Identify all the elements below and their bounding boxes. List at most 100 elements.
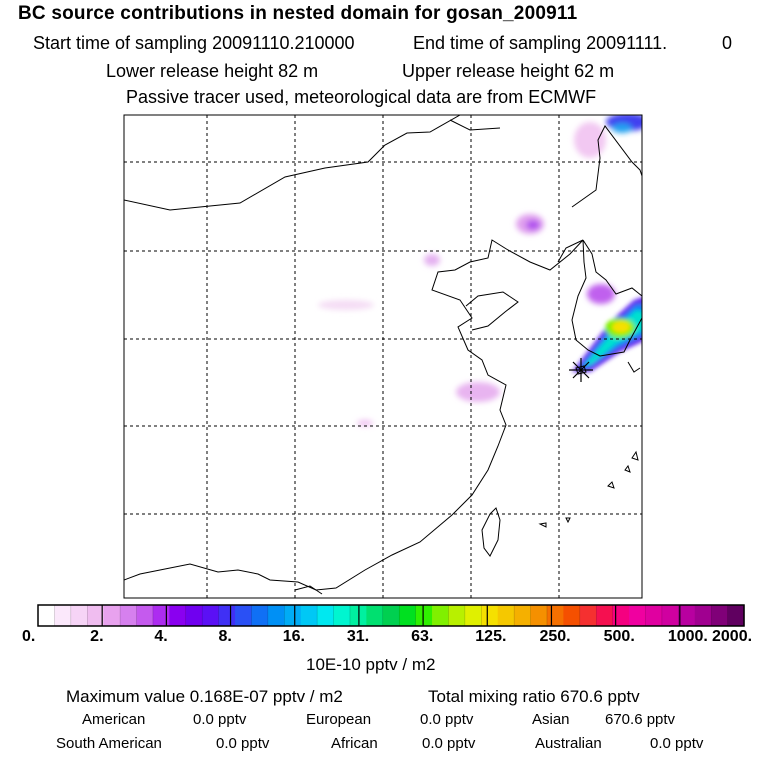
colorbar-segment [136,605,154,626]
plot-title: BC source contributions in nested domain… [18,3,578,24]
plume-gosan-yellow [612,321,630,333]
colorbar-segment [202,605,220,626]
colorbar-tick-label: 125. [475,628,507,645]
colorbar-segment [448,605,466,626]
colorbar-segment [218,605,236,626]
border-mongolia [124,115,461,211]
plume-inland [318,300,374,310]
plume-nk [587,284,615,304]
colorbar-segment [235,605,253,626]
border-korea-china [557,239,584,263]
colorbar-segment [415,605,433,626]
colorbar-segment [120,605,138,626]
colorbar-segment [267,605,285,626]
colorbar-tick-label: 4. [154,628,168,645]
colorbar-segment [661,605,679,626]
coast-japan-kyushu [627,361,641,373]
release-site-marker [569,358,593,382]
colorbar-segment [727,605,745,626]
colorbar-tick-label: 2. [90,628,104,645]
colorbar-segment [563,605,581,626]
graticule [124,115,642,598]
island-misc [538,517,571,528]
start-time-label: Start time of sampling 20091110.210000 [33,33,355,53]
colorbar-tick-label: 0. [22,628,36,645]
end-time-label: End time of sampling 20091111. [413,33,668,53]
colorbar-units: 10E-10 pptv / m2 [306,655,436,674]
tracer-note: Passive tracer used, meteorological data… [126,87,597,107]
colorbar-segment [38,605,56,626]
colorbar-segment [464,605,482,626]
total-mixing-ratio: Total mixing ratio 670.6 pptv [428,687,640,706]
colorbar-segment [612,605,630,626]
region-australian-name: Australian [535,735,602,752]
colorbar-segment [382,605,400,626]
coast-korea [571,239,642,357]
colorbar-segment [678,605,696,626]
lower-release-label: Lower release height 82 m [106,61,319,81]
colorbar-segment [87,605,105,626]
colorbar-segment [596,605,614,626]
upper-release-label: Upper release height 62 m [402,61,615,81]
coast-north-china [124,239,584,591]
colorbar-tick-label: 1000. [667,628,708,645]
end-time-suffix: 0 [722,33,733,53]
plume-south [357,420,373,426]
colorbar-segment [694,605,712,626]
colorbar-segment [546,605,564,626]
maximum-value: Maximum value 0.168E-07 pptv / m2 [66,687,343,706]
colorbar-tick-label: 16. [282,628,305,645]
region-south-american-value: 0.0 pptv [216,735,270,752]
border-russia [449,119,501,131]
coastlines [124,115,642,595]
border-manchuria [571,125,642,208]
region-american-value: 0.0 pptv [193,711,247,728]
colorbar [38,605,745,626]
coast-hainan [294,585,323,595]
colorbar-tick-label: 63. [411,628,434,645]
colorbar-segment [333,605,351,626]
plume-ne-cyan [612,123,632,133]
colorbar-segment [284,605,302,626]
colorbar-segment [530,605,548,626]
colorbar-frame [37,604,745,627]
region-australian-value: 0.0 pptv [650,735,704,752]
colorbar-segment [711,605,729,626]
islands-ryukyu [607,450,639,489]
colorbar-segment [152,605,170,626]
colorbar-segment [317,605,335,626]
plume-nw-pink [574,122,606,158]
colorbar-segment [579,605,597,626]
colorbar-segment [399,605,417,626]
colorbar-tick-label: 250. [539,628,571,645]
concentration-field [124,115,642,598]
region-african-value: 0.0 pptv [422,735,476,752]
colorbar-segment [300,605,318,626]
colorbar-segment [366,605,384,626]
coast-shandong [465,291,519,331]
plume-korea-core [526,220,540,230]
colorbar-segment [185,605,203,626]
colorbar-segment [70,605,88,626]
region-asian-name: Asian [532,711,570,728]
colorbar-segment [432,605,450,626]
colorbar-tick-label: 2000. [712,628,753,645]
region-european-name: European [306,711,372,728]
colorbar-segment [103,605,121,626]
plume-yangtze [456,382,500,402]
map-frame [123,114,643,599]
region-african-name: African [331,735,378,752]
colorbar-segment [169,605,187,626]
island-taiwan [481,507,501,557]
colorbar-segment [645,605,663,626]
colorbar-segment [481,605,499,626]
colorbar-segment [497,605,515,626]
colorbar-tick-label: 8. [218,628,232,645]
region-european-value: 0.0 pptv [420,711,474,728]
colorbar-segment [629,605,647,626]
colorbar-segment [54,605,72,626]
colorbar-segment [251,605,269,626]
plume-bohai [424,254,440,266]
colorbar-tick-label: 31. [346,628,370,645]
